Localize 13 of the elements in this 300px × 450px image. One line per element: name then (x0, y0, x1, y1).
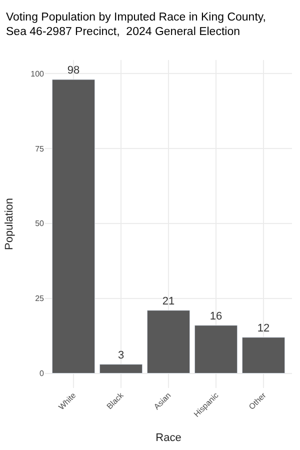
y-tick-label: 75 (35, 144, 45, 154)
data-label: 21 (162, 295, 175, 308)
y-tick-label: 25 (35, 294, 45, 304)
y-tick-label: 100 (30, 69, 45, 78)
y-tick-label: 50 (35, 219, 45, 228)
x-axis-title: Race (156, 432, 182, 444)
y-axis-title: Population (3, 198, 16, 250)
data-label: 16 (210, 310, 222, 322)
data-label: 12 (257, 322, 270, 334)
data-label: 3 (118, 349, 124, 362)
chart-title: Voting Population by Imputed Race in King County, Sea 46-2987 Precinct, 2024 General Election (6, 11, 266, 38)
y-tick-label: 0 (40, 369, 45, 378)
data-label: 98 (67, 64, 80, 76)
